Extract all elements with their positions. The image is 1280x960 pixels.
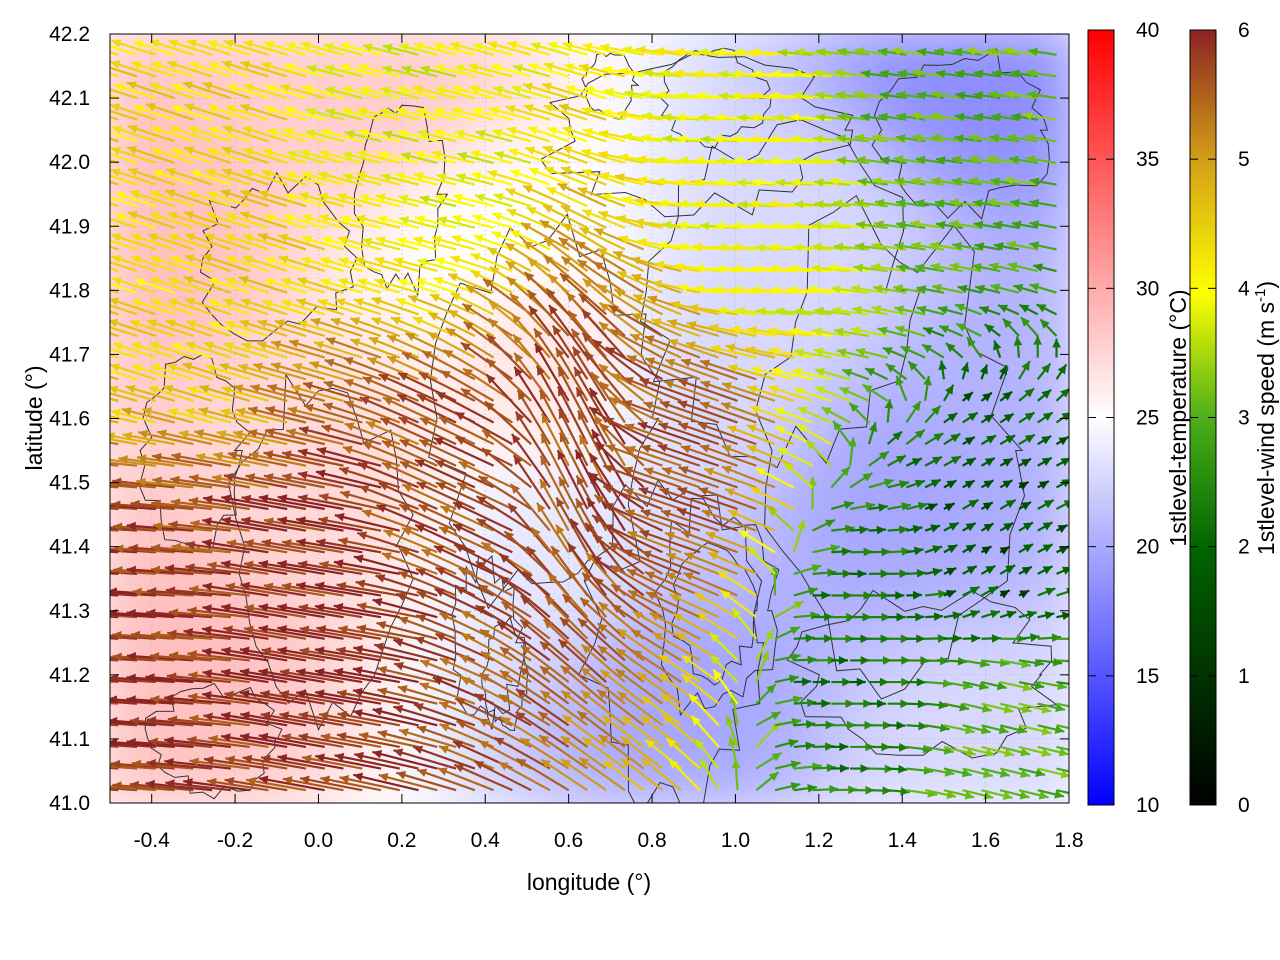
- wind-arrow-shaft: [110, 637, 119, 640]
- wind-arrow-head: [75, 61, 85, 69]
- wind-arrow: [54, 501, 119, 511]
- wind-arrow-head: [52, 587, 61, 596]
- wind-arrow-shaft: [110, 723, 119, 727]
- wind-arrow-head: [92, 544, 101, 553]
- wind-arrow: [54, 652, 119, 662]
- wind-arrow-head: [94, 343, 104, 351]
- wind-arrow-head: [74, 255, 84, 263]
- wind-arrow-head: [92, 255, 102, 263]
- wind-arrow-head: [52, 566, 61, 575]
- wind-arrow-head: [97, 192, 107, 200]
- wind-arrow-head: [91, 631, 100, 640]
- wind-arrow-head: [89, 409, 99, 417]
- wind-arrow-head: [90, 103, 100, 111]
- wind-arrow-shaft: [110, 766, 119, 770]
- wind-arrow-head: [95, 566, 104, 575]
- wind-arrow-head: [91, 82, 101, 90]
- wind-arrow-head: [61, 432, 71, 441]
- wind-arrow-head: [89, 609, 98, 618]
- wind-arrow-head: [94, 169, 104, 177]
- wind-arrow-head: [97, 127, 107, 135]
- wind-arrow: [52, 587, 119, 597]
- wind-arrow-head: [94, 760, 103, 769]
- wind-arrow-head: [54, 652, 63, 661]
- wind-arrow-head: [89, 500, 98, 509]
- wind-arrow-head: [95, 148, 105, 156]
- wind-arrow-head: [74, 190, 84, 198]
- wind-arrow-head: [55, 717, 64, 726]
- wind-arrow-head: [91, 320, 101, 328]
- plot-area: [52, 34, 1069, 803]
- wind-arrow-head: [73, 717, 82, 726]
- wind-arrow-head: [91, 298, 101, 306]
- wind-arrow-head: [73, 652, 82, 661]
- wind-arrow-head: [96, 782, 105, 791]
- wind-arrow-shaft: [110, 701, 119, 705]
- wind-arrow-head: [100, 455, 109, 464]
- wind-arrow-head: [92, 522, 101, 531]
- wind-arrow: [57, 696, 119, 705]
- wind-arrow-head: [95, 365, 105, 373]
- wind-arrow: [55, 717, 119, 727]
- wind-arrow-head: [57, 696, 66, 705]
- wind-arrow-head: [86, 432, 96, 441]
- wind-arrow-shaft: [110, 572, 119, 575]
- wind-arrow-head: [90, 738, 99, 747]
- wind-arrow-shaft: [110, 507, 119, 511]
- wind-arrow-head: [94, 234, 104, 242]
- wind-arrow-head: [89, 60, 99, 68]
- wind-arrow-head: [57, 523, 66, 532]
- wind-arrow-head: [71, 587, 80, 596]
- wind-arrow: [54, 760, 119, 770]
- wind-arrow: [54, 782, 119, 792]
- wind-arrow-head: [68, 386, 78, 394]
- wind-arrow-shaft: [110, 788, 119, 792]
- wind-arrow-head: [89, 717, 98, 726]
- wind-arrow-head: [93, 212, 103, 220]
- wind-arrow-head: [54, 760, 63, 769]
- wind-arrow-head: [79, 456, 88, 465]
- wind-arrow-shaft: [110, 658, 119, 662]
- wind-arrow-head: [95, 478, 104, 487]
- wind-arrow-shaft: [110, 528, 119, 532]
- wind-arrow-head: [91, 652, 100, 661]
- wind-arrow-head: [71, 125, 81, 133]
- wind-arrow-head: [52, 631, 61, 640]
- wind-arrow-head: [72, 522, 81, 531]
- wind-arrow-head: [73, 631, 82, 640]
- wind-arrow-shaft: [110, 593, 119, 597]
- wind-arrow-head: [75, 501, 84, 510]
- wind-arrow: [57, 523, 119, 532]
- wind-arrow-head: [70, 319, 80, 327]
- wind-arrow-head: [60, 456, 69, 465]
- wind-arrow: [52, 566, 119, 575]
- wind-arrow-head: [90, 587, 99, 596]
- wind-arrow-head: [54, 782, 63, 791]
- temperature-cell: [1036, 34, 1069, 72]
- wind-arrow-head: [54, 501, 63, 510]
- wind-arrow-head: [97, 278, 107, 286]
- wind-arrow-head: [92, 674, 101, 683]
- wind-arrow: [52, 631, 119, 640]
- wind-arrow-head: [71, 695, 80, 704]
- wind-arrow-head: [70, 566, 79, 575]
- wind-arrow-head: [91, 695, 100, 704]
- wind-arrow-head: [74, 782, 83, 791]
- wind-arrow-head: [76, 760, 85, 769]
- wind-arrow-head: [96, 40, 106, 48]
- wind-arrow-head: [88, 385, 98, 393]
